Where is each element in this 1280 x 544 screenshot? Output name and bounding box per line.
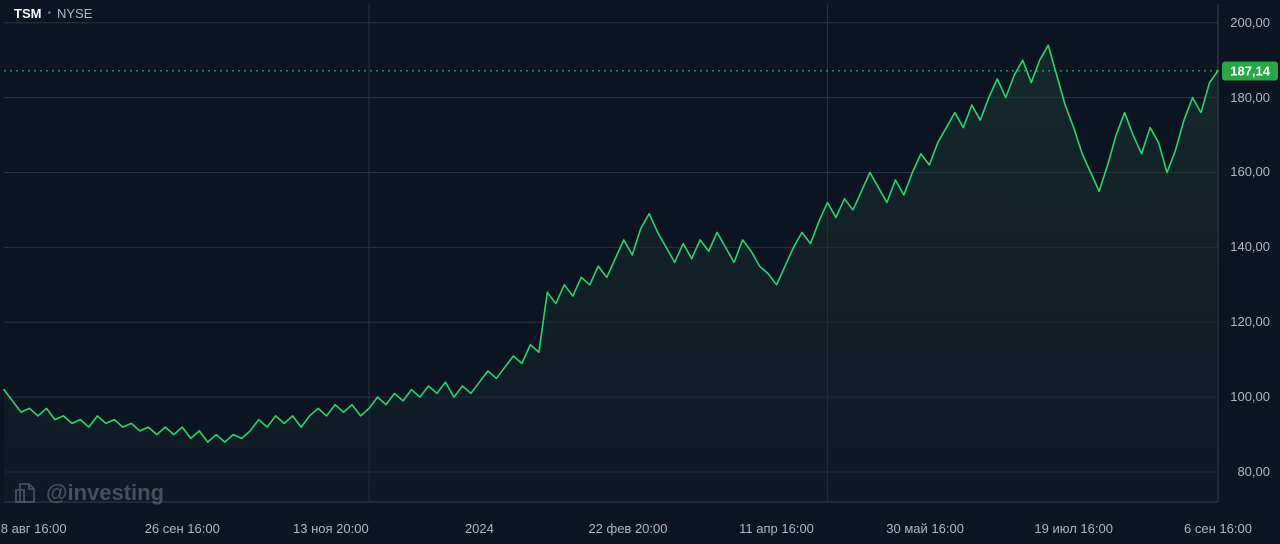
x-axis-tick-label: 11 апр 16:00: [739, 521, 814, 536]
y-axis-tick-label: 180,00: [1230, 90, 1270, 105]
x-axis-tick-label: 13 ноя 20:00: [293, 521, 369, 536]
chart-container[interactable]: [0, 0, 1280, 544]
y-axis-tick-label: 120,00: [1230, 314, 1270, 329]
x-axis-tick-label: 22 фев 20:00: [588, 521, 667, 536]
x-axis-tick-label: 6 сен 16:00: [1184, 521, 1252, 536]
current-price-value: 187,14: [1230, 63, 1270, 78]
x-axis-tick-label: 8 авг 16:00: [1, 521, 67, 536]
price-chart[interactable]: [0, 0, 1280, 544]
y-axis-tick-label: 80,00: [1237, 464, 1270, 479]
watermark: @investing: [14, 480, 164, 506]
y-axis-tick-label: 100,00: [1230, 389, 1270, 404]
y-axis-tick-label: 160,00: [1230, 164, 1270, 179]
y-axis-tick-label: 140,00: [1230, 239, 1270, 254]
document-icon: [14, 481, 38, 505]
x-axis-tick-label: 30 май 16:00: [886, 521, 964, 536]
watermark-text: @investing: [46, 480, 164, 506]
x-axis-tick-label: 2024: [465, 521, 494, 536]
x-axis-tick-label: 19 июл 16:00: [1034, 521, 1113, 536]
y-axis-tick-label: 200,00: [1230, 15, 1270, 30]
x-axis-tick-label: 26 сен 16:00: [145, 521, 220, 536]
current-price-tag: 187,14: [1222, 61, 1278, 80]
